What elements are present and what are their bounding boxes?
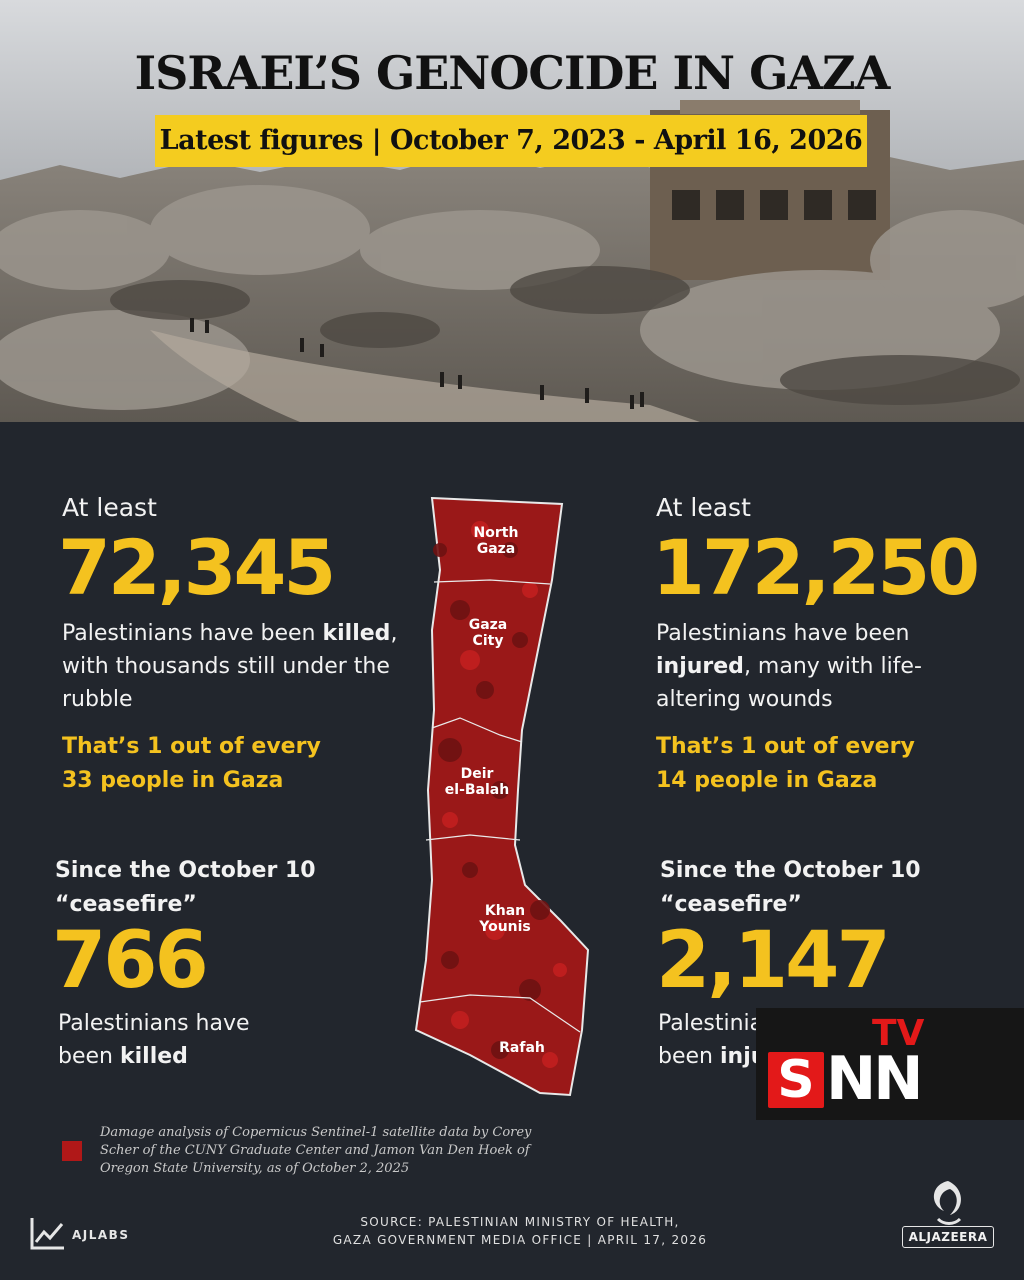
killed-ratio-line2: 33 people in Gaza [62,768,284,793]
source-credit: SOURCE: PALESTINIAN MINISTRY OF HEALTH, … [250,1213,790,1249]
snn-tv-text: TV [872,1013,925,1054]
injured-desc-pre: Palestinians have been [656,621,910,646]
aljazeera-logo-icon [933,1181,962,1225]
map-label-khan-younis-1: Khan [485,903,525,919]
map-label-gaza-city-2: City [473,633,504,649]
aljazeera-logo-text: ALJAZEERA [902,1226,994,1248]
injured-description: Palestinians have been injured, many wit… [656,617,946,716]
map-label-deir-el-balah-2: el-Balah [445,782,509,798]
ceasefire-killed-line1: Since the October 10 [55,858,316,883]
map-label-rafah: Rafah [499,1040,545,1056]
page-title: ISRAEL’S GENOCIDE IN GAZA [134,46,891,100]
map-label-gaza-city-1: Gaza [469,617,508,633]
killed-desc-bold: killed [322,621,391,646]
injured-lead: At least [656,493,751,522]
ceasefire-injured-figure: 2,147 [656,916,891,1006]
injured-desc-post: , many with life-altering wounds [656,654,922,712]
injured-figure: 172,250 [652,523,980,612]
ceasefire-killed-line2: “ceasefire” [55,892,197,917]
hero-rubble-photo: ISRAEL’S GENOCIDE IN GAZA Latest figures… [0,0,1024,422]
ceasefire-killed-heading: Since the October 10 “ceasefire” [55,854,316,922]
killed-desc-post: , with thousands still under the rubble [62,621,398,712]
map-label-khan-younis-2: Younis [478,919,531,935]
killed-figure: 72,345 [58,523,336,612]
date-range-banner: Latest figures | October 7, 2023 - April… [155,115,867,167]
ceasefire-injured-heading: Since the October 10 “ceasefire” [660,854,921,922]
killed-ratio-line1: That’s 1 out of every [62,734,321,759]
injured-ratio-line2: 14 people in Gaza [656,768,878,793]
rubble-illustration [0,0,1024,422]
map-label-deir-el-balah-1: Deir [461,766,494,782]
killed-lead: At least [62,493,157,522]
ajlabs-logo-text: AJLABS [72,1228,130,1242]
source-line1: SOURCE: PALESTINIAN MINISTRY OF HEALTH, [360,1215,680,1229]
ceasefire-killed-desc-pre: Palestinians have been [58,1011,250,1069]
map-label-north-gaza-2: Gaza [477,541,516,557]
snn-s-logo: S [768,1052,824,1108]
damage-legend-text: Damage analysis of Copernicus Sentinel-1… [100,1125,532,1176]
injured-ratio-line1: That’s 1 out of every [656,734,915,759]
injured-desc-bold: injured [656,654,744,679]
killed-desc-pre: Palestinians have been [62,621,323,646]
ajlabs-logo-icon [30,1218,64,1250]
damage-legend-swatch [62,1141,82,1161]
ceasefire-injured-line2: “ceasefire” [660,892,802,917]
source-line2: GAZA GOVERNMENT MEDIA OFFICE | APRIL 17,… [332,1233,708,1247]
gaza-damage-map: North Gaza Gaza City Deir el-Balah Khan … [414,496,590,1097]
ceasefire-killed-figure: 766 [52,916,209,1006]
ceasefire-killed-description: Palestinians have been killed [58,1007,278,1073]
snn-nn-logo: NN [826,1044,923,1114]
killed-description: Palestinians have been killed, with thou… [62,617,402,716]
killed-ratio: That’s 1 out of every 33 people in Gaza [62,730,321,798]
injured-ratio: That’s 1 out of every 14 people in Gaza [656,730,915,798]
map-label-north-gaza-1: North [474,525,519,541]
ceasefire-killed-desc-bold: killed [119,1044,188,1069]
ceasefire-injured-line1: Since the October 10 [660,858,921,883]
